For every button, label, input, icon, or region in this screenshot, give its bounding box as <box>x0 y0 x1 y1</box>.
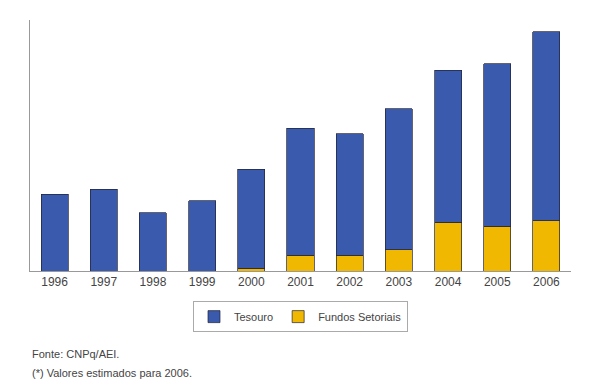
svg-text:1997: 1997 <box>90 275 117 289</box>
svg-text:1996: 1996 <box>41 275 68 289</box>
svg-text:2004: 2004 <box>435 275 462 289</box>
svg-text:Fundos Setoriais: Fundos Setoriais <box>318 311 401 323</box>
svg-text:2003: 2003 <box>386 275 413 289</box>
svg-text:2006: 2006 <box>533 275 560 289</box>
svg-text:2000: 2000 <box>238 275 265 289</box>
svg-text:2005: 2005 <box>484 275 511 289</box>
svg-text:2001: 2001 <box>287 275 314 289</box>
svg-text:Tesouro: Tesouro <box>234 311 273 323</box>
svg-text:1998: 1998 <box>140 275 167 289</box>
svg-text:2002: 2002 <box>336 275 363 289</box>
svg-text:Fonte: CNPq/AEI.: Fonte: CNPq/AEI. <box>32 348 119 360</box>
svg-text:1999: 1999 <box>189 275 216 289</box>
svg-text:(*) Valores estimados para 200: (*) Valores estimados para 2006. <box>32 367 192 379</box>
